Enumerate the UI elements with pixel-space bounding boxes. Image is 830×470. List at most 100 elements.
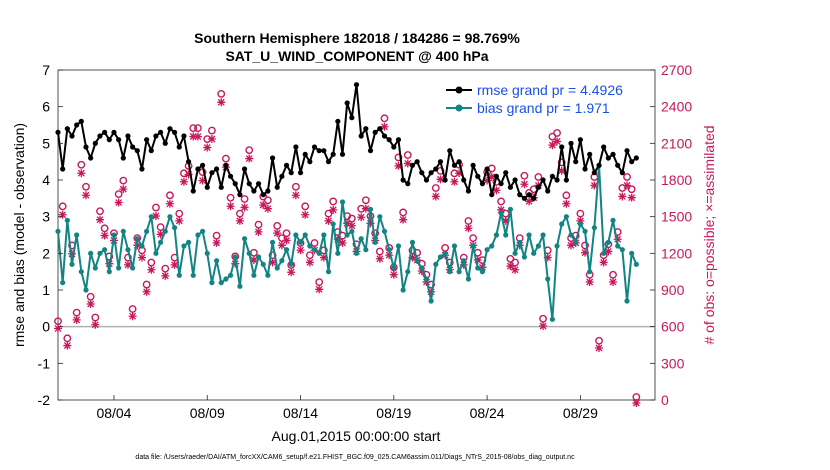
bias-point <box>269 239 276 245</box>
obs-assimilated-point <box>189 132 198 141</box>
rmse-point <box>610 151 616 157</box>
rmse-point <box>60 166 66 172</box>
obs-assimilated-point <box>282 236 291 245</box>
y-tick-label-8: 6 <box>42 99 50 115</box>
rmse-point <box>624 148 630 154</box>
rmse-point <box>204 184 210 190</box>
rmse-point <box>293 144 299 150</box>
bias-point <box>232 254 238 260</box>
obs-assimilated-point <box>114 198 123 207</box>
rmse-point <box>591 170 597 176</box>
obs-assimilated-point <box>179 177 188 186</box>
obs-possible-point <box>497 197 505 206</box>
obs-assimilated-point <box>613 235 622 244</box>
obs-possible-point <box>548 132 557 141</box>
rmse-point <box>223 162 229 168</box>
bias-point <box>158 239 164 245</box>
bias-point <box>619 247 625 253</box>
y2-tick-label-6: 1800 <box>661 172 692 188</box>
bias-point <box>521 254 528 260</box>
obs-assimilated-point <box>627 193 636 202</box>
rmse-point <box>391 144 397 150</box>
obs-assimilated-point <box>273 229 282 238</box>
rmse-point <box>409 162 416 168</box>
obs-assimilated-point <box>492 186 501 195</box>
bias-point <box>414 258 420 264</box>
bias-point <box>195 232 201 238</box>
obs-assimilated-point <box>567 241 576 250</box>
bias-point <box>307 243 313 249</box>
bias-point <box>111 232 117 238</box>
rmse-point <box>339 151 346 157</box>
bias-point <box>78 269 84 275</box>
bias-point <box>423 276 430 282</box>
y-tick-label-9: 7 <box>42 62 50 78</box>
bias-point <box>283 247 290 253</box>
obs-assimilated-point <box>240 203 249 212</box>
bias-point <box>409 239 416 245</box>
rmse-point <box>447 148 453 154</box>
bias-point <box>358 236 364 242</box>
obs-possible-point <box>54 317 62 326</box>
rmse-point <box>302 151 308 157</box>
rmse-point <box>465 188 472 194</box>
obs-possible-point <box>161 264 170 273</box>
rmse-point <box>241 166 248 172</box>
rmse-point <box>423 177 430 183</box>
rmse-point <box>139 166 145 172</box>
obs-possible-point <box>166 191 174 200</box>
rmse-point <box>349 115 355 121</box>
rmse-point <box>125 133 131 139</box>
bias-point <box>479 269 486 275</box>
bias-point <box>279 258 285 264</box>
obs-possible-point <box>394 153 403 162</box>
rmse-point <box>381 133 388 139</box>
obs-possible-point <box>623 173 631 181</box>
obs-possible-point <box>301 202 310 211</box>
y2-tick-label-9: 2700 <box>661 62 692 78</box>
obs-assimilated-point <box>86 300 95 308</box>
obs-assimilated-point <box>277 241 286 250</box>
rmse-point <box>181 133 187 139</box>
obs-possible-point <box>217 89 226 98</box>
bias-point <box>470 243 476 249</box>
obs-assimilated-point <box>599 258 608 267</box>
obs-assimilated-point <box>539 322 548 330</box>
rmse-point <box>209 170 215 176</box>
obs-possible-point <box>86 292 95 301</box>
obs-possible-point <box>399 208 408 217</box>
rmse-point <box>269 155 276 161</box>
bias-point <box>386 247 392 253</box>
rmse-point <box>526 192 532 198</box>
obs-assimilated-point <box>100 231 109 240</box>
rmse-point <box>437 159 444 165</box>
rmse-point <box>111 129 117 135</box>
bias-point <box>241 236 248 242</box>
bias-point <box>321 232 327 238</box>
obs-assimilated-point <box>235 216 244 225</box>
y-tick-label-0: -2 <box>38 392 51 408</box>
rmse-point <box>498 181 504 187</box>
obs-possible-point <box>147 258 156 267</box>
rmse-point <box>470 162 476 168</box>
bias-point <box>465 276 472 282</box>
bias-point <box>559 221 565 227</box>
obs-assimilated-point <box>151 212 160 220</box>
rmse-point <box>88 155 94 161</box>
bias-point <box>400 287 406 293</box>
obs-assimilated-point <box>338 238 347 247</box>
obs-possible-point <box>469 234 478 243</box>
obs-assimilated-point <box>245 154 254 163</box>
obs-assimilated-point <box>72 315 81 324</box>
bias-point <box>484 247 490 253</box>
obs-possible-point <box>562 191 571 200</box>
bias-point <box>251 272 257 278</box>
rmse-point <box>629 159 635 165</box>
rmse-point <box>475 173 481 179</box>
obs-possible-point <box>361 196 370 205</box>
obs-assimilated-point <box>385 251 394 260</box>
obs-assimilated-point <box>543 253 552 262</box>
obs-assimilated-point <box>347 221 356 230</box>
obs-assimilated-point <box>585 278 594 286</box>
bias-point <box>461 258 467 264</box>
